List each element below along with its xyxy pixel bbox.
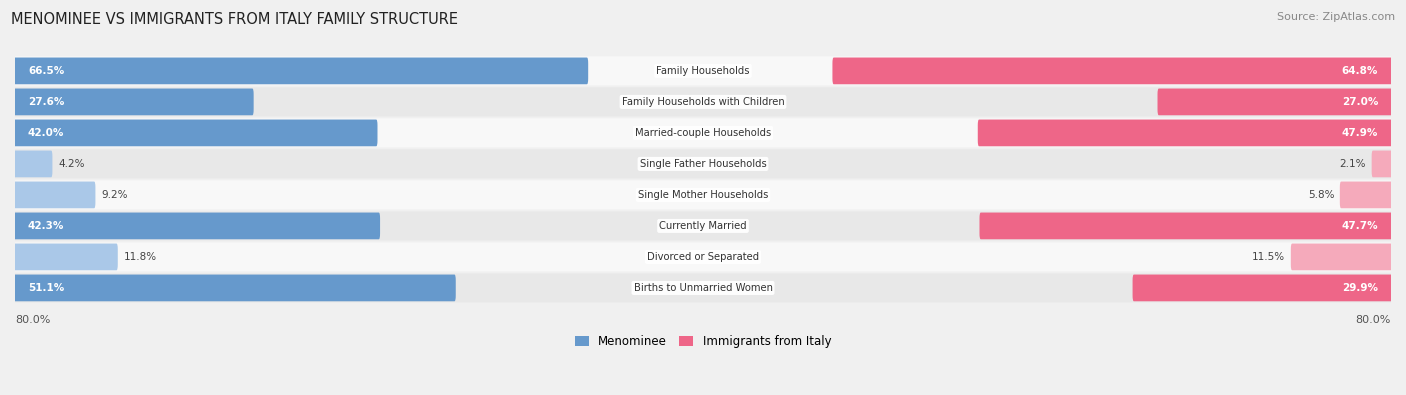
FancyBboxPatch shape (977, 120, 1392, 146)
Text: Source: ZipAtlas.com: Source: ZipAtlas.com (1277, 12, 1395, 22)
Text: Single Father Households: Single Father Households (640, 159, 766, 169)
Text: 11.5%: 11.5% (1253, 252, 1285, 262)
Text: Single Mother Households: Single Mother Households (638, 190, 768, 200)
Text: 5.8%: 5.8% (1308, 190, 1334, 200)
FancyBboxPatch shape (15, 273, 1391, 303)
Text: Divorced or Separated: Divorced or Separated (647, 252, 759, 262)
Text: MENOMINEE VS IMMIGRANTS FROM ITALY FAMILY STRUCTURE: MENOMINEE VS IMMIGRANTS FROM ITALY FAMIL… (11, 12, 458, 27)
FancyBboxPatch shape (14, 58, 588, 84)
FancyBboxPatch shape (14, 120, 377, 146)
FancyBboxPatch shape (832, 58, 1392, 84)
FancyBboxPatch shape (14, 213, 380, 239)
FancyBboxPatch shape (1340, 182, 1392, 208)
Text: 80.0%: 80.0% (15, 315, 51, 325)
Text: 51.1%: 51.1% (28, 283, 65, 293)
FancyBboxPatch shape (15, 87, 1391, 117)
FancyBboxPatch shape (1291, 244, 1392, 270)
Text: 64.8%: 64.8% (1341, 66, 1378, 76)
FancyBboxPatch shape (15, 181, 1391, 209)
FancyBboxPatch shape (1372, 150, 1392, 177)
Text: 2.1%: 2.1% (1340, 159, 1367, 169)
Text: Married-couple Households: Married-couple Households (636, 128, 770, 138)
Legend: Menominee, Immigrants from Italy: Menominee, Immigrants from Italy (569, 330, 837, 353)
Text: 47.7%: 47.7% (1341, 221, 1378, 231)
Text: 42.3%: 42.3% (28, 221, 65, 231)
Text: 42.0%: 42.0% (28, 128, 65, 138)
Text: 27.0%: 27.0% (1341, 97, 1378, 107)
Text: Currently Married: Currently Married (659, 221, 747, 231)
FancyBboxPatch shape (14, 88, 253, 115)
FancyBboxPatch shape (14, 182, 96, 208)
FancyBboxPatch shape (14, 150, 52, 177)
Text: 11.8%: 11.8% (124, 252, 156, 262)
Text: 27.6%: 27.6% (28, 97, 65, 107)
FancyBboxPatch shape (1133, 275, 1392, 301)
Text: 66.5%: 66.5% (28, 66, 65, 76)
Text: 29.9%: 29.9% (1343, 283, 1378, 293)
Text: Family Households with Children: Family Households with Children (621, 97, 785, 107)
FancyBboxPatch shape (15, 149, 1391, 179)
Text: 4.2%: 4.2% (58, 159, 84, 169)
Text: 80.0%: 80.0% (1355, 315, 1391, 325)
Text: Family Households: Family Households (657, 66, 749, 76)
FancyBboxPatch shape (14, 244, 118, 270)
FancyBboxPatch shape (14, 275, 456, 301)
FancyBboxPatch shape (15, 211, 1391, 241)
Text: 47.9%: 47.9% (1341, 128, 1378, 138)
FancyBboxPatch shape (1157, 88, 1392, 115)
Text: 9.2%: 9.2% (101, 190, 128, 200)
FancyBboxPatch shape (980, 213, 1392, 239)
FancyBboxPatch shape (15, 243, 1391, 271)
Text: Births to Unmarried Women: Births to Unmarried Women (634, 283, 772, 293)
FancyBboxPatch shape (15, 56, 1391, 85)
FancyBboxPatch shape (15, 118, 1391, 147)
